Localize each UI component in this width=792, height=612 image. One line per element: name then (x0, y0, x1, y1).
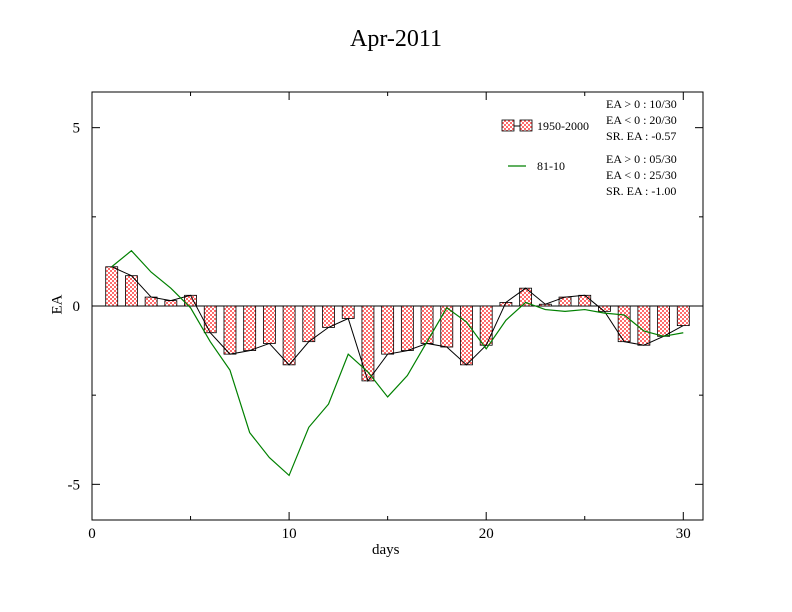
y-tick-label: -5 (68, 477, 81, 493)
x-tick-label: 30 (676, 526, 691, 542)
bar (105, 266, 119, 307)
legend-label-series-2: 81-10 (537, 159, 565, 173)
bar (400, 305, 414, 351)
legend-stat-line: EA < 0 : 20/30 (606, 113, 677, 127)
series-81-10-line (111, 249, 684, 477)
bar (420, 305, 434, 344)
bar (302, 305, 316, 343)
x-tick-label: 10 (282, 526, 297, 542)
legend-stats-series-2: EA > 0 : 05/30 EA < 0 : 25/30 SR. EA : -… (606, 151, 677, 199)
y-tick-label: 5 (73, 121, 81, 137)
y-axis-label: EA (49, 294, 66, 315)
bar (282, 305, 296, 366)
bar (617, 305, 631, 343)
legend-swatch-bar (519, 119, 533, 132)
bar (322, 305, 335, 328)
bar (144, 296, 158, 307)
bar (657, 305, 670, 337)
y-tick-label: 0 (73, 299, 81, 315)
legend-stats-series-1: EA > 0 : 10/30 EA < 0 : 20/30 SR. EA : -… (606, 96, 677, 144)
legend-swatch-bar (501, 119, 515, 132)
bar (361, 305, 375, 382)
legend-stat-line: SR. EA : -0.57 (606, 129, 677, 143)
legend-stat-line: SR. EA : -1.00 (606, 184, 677, 198)
legend-stat-line: EA > 0 : 05/30 (606, 152, 677, 166)
bar (598, 305, 611, 312)
x-axis-label: days (372, 542, 400, 558)
bar (381, 305, 395, 355)
series-1950-2000-line (111, 266, 684, 382)
bar (479, 305, 493, 346)
bar (243, 305, 257, 351)
chart-title: Apr-2011 (350, 26, 442, 52)
bar (223, 305, 237, 355)
x-tick-label: 0 (88, 526, 96, 542)
bar (440, 305, 454, 348)
bar (341, 305, 355, 319)
bar (203, 305, 217, 334)
bar (460, 305, 473, 366)
bar (578, 294, 592, 307)
bar (164, 300, 178, 307)
bar (676, 305, 690, 327)
bar (262, 305, 276, 344)
legend-label-series-1: 1950-2000 (537, 119, 589, 133)
legend-stat-line: EA > 0 : 10/30 (606, 97, 677, 111)
x-tick-label: 20 (479, 526, 494, 542)
bar (637, 305, 651, 346)
legend-stat-line: EA < 0 : 25/30 (606, 168, 677, 182)
